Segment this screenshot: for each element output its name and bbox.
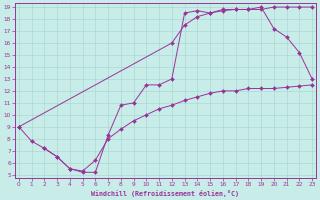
X-axis label: Windchill (Refroidissement éolien,°C): Windchill (Refroidissement éolien,°C) bbox=[92, 190, 239, 197]
